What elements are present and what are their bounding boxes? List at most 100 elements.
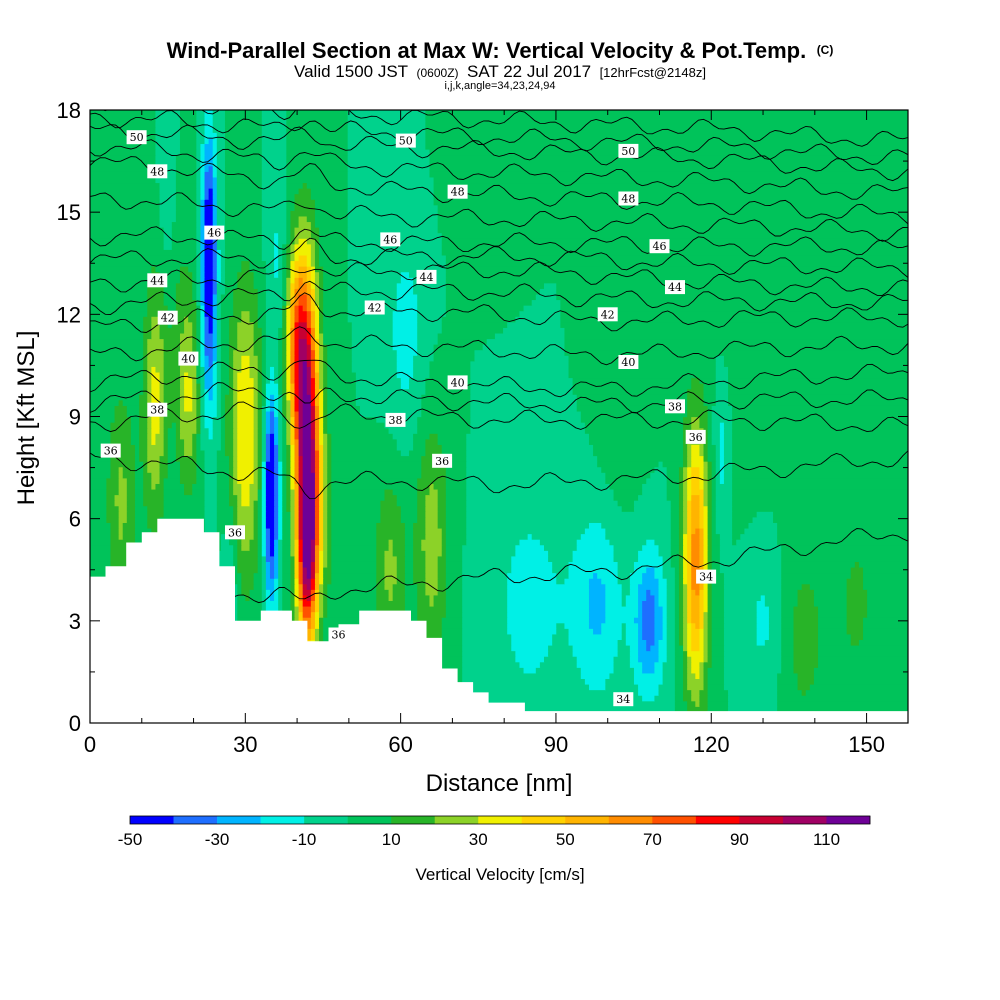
velocity-cell: [196, 282, 202, 289]
velocity-cell: [163, 360, 181, 367]
velocity-cell: [290, 227, 296, 234]
velocity-cell: [274, 500, 279, 507]
velocity-cell: [90, 472, 112, 479]
velocity-cell: [290, 438, 296, 445]
velocity-cell: [376, 589, 390, 596]
velocity-cell: [171, 232, 197, 239]
velocity-cell: [462, 633, 512, 641]
velocity-cell: [351, 366, 398, 373]
colorbar-swatch: [739, 816, 784, 824]
velocity-cell: [192, 277, 197, 284]
velocity-cell: [241, 355, 251, 362]
velocity-cell: [314, 243, 320, 250]
velocity-cell: [306, 344, 312, 351]
velocity-cell: [257, 394, 263, 401]
velocity-cell: [204, 422, 214, 429]
velocity-cell: [298, 594, 304, 601]
velocity-cell: [654, 628, 664, 635]
velocity-cell: [441, 628, 463, 635]
velocity-cell: [548, 650, 574, 657]
velocity-cell: [175, 299, 197, 306]
velocity-cell: [617, 639, 627, 646]
velocity-cell: [155, 154, 177, 161]
velocity-cell: [286, 282, 292, 289]
velocity-cell: [707, 700, 729, 707]
velocity-cell: [314, 522, 320, 529]
velocity-cell: [147, 305, 169, 312]
velocity-cell: [298, 377, 304, 384]
velocity-cell: [445, 527, 467, 535]
velocity-cell: [306, 388, 312, 395]
velocity-cell: [666, 483, 680, 490]
velocity-cell: [437, 204, 908, 211]
velocity-cell: [662, 617, 668, 624]
velocity-cell: [678, 505, 684, 512]
velocity-cell: [253, 399, 259, 406]
velocity-cell: [294, 282, 300, 289]
velocity-cell: [265, 449, 271, 457]
velocity-cell: [151, 438, 157, 445]
velocity-cell: [265, 539, 271, 546]
velocity-cell: [302, 583, 308, 590]
velocity-cell: [347, 199, 435, 206]
velocity-cell: [233, 516, 238, 523]
velocity-cell: [347, 254, 447, 262]
velocity-cell: [323, 338, 353, 345]
velocity-cell: [118, 505, 128, 512]
velocity-cell: [265, 578, 275, 585]
velocity-cell: [216, 154, 226, 161]
velocity-cell: [314, 210, 349, 217]
velocity-cell: [274, 583, 279, 590]
velocity-cell: [687, 533, 692, 540]
velocity-cell: [310, 338, 316, 345]
velocity-cell: [167, 427, 177, 434]
velocity-cell: [678, 589, 684, 596]
velocity-cell: [278, 561, 283, 568]
velocity-cell: [310, 249, 316, 256]
velocity-cell: [556, 288, 908, 295]
velocity-cell: [417, 605, 447, 613]
velocity-cell: [290, 399, 296, 406]
velocity-cell: [732, 477, 908, 484]
velocity-cell: [274, 544, 279, 551]
velocity-cell: [212, 377, 218, 384]
velocity-cell: [298, 371, 304, 379]
velocity-cell: [793, 605, 819, 613]
velocity-cell: [319, 472, 324, 479]
velocity-cell: [282, 299, 287, 306]
velocity-cell: [572, 644, 619, 652]
velocity-cell: [224, 243, 263, 250]
velocity-cell: [278, 371, 283, 379]
velocity-cell: [306, 305, 312, 312]
velocity-cell: [265, 555, 275, 562]
velocity-cell: [441, 449, 467, 457]
velocity-cell: [691, 488, 705, 496]
velocity-cell: [605, 605, 639, 613]
velocity-cell: [212, 349, 218, 356]
velocity-cell: [286, 410, 292, 418]
velocity-cell: [445, 310, 521, 317]
velocity-cell: [323, 394, 328, 401]
velocity-cell: [298, 605, 304, 613]
velocity-cell: [212, 260, 218, 267]
velocity-cell: [298, 271, 308, 278]
velocity-cell: [703, 639, 709, 646]
velocity-cell: [707, 449, 717, 457]
velocity-cell: [310, 561, 316, 568]
velocity-cell: [417, 505, 426, 512]
velocity-cell: [192, 344, 197, 351]
velocity-cell: [237, 388, 255, 395]
velocity-cell: [167, 449, 177, 457]
velocity-cell: [233, 360, 242, 367]
velocity-cell: [233, 483, 242, 490]
theta-contour-line: [90, 292, 908, 333]
velocity-cell: [625, 594, 639, 601]
velocity-cell: [265, 383, 279, 390]
velocity-cell: [511, 639, 553, 646]
velocity-cell: [327, 399, 357, 406]
velocity-cell: [196, 327, 202, 334]
velocity-cell: [229, 466, 234, 473]
velocity-cell: [445, 254, 908, 262]
velocity-cell: [327, 444, 332, 451]
velocity-cell: [691, 527, 696, 535]
